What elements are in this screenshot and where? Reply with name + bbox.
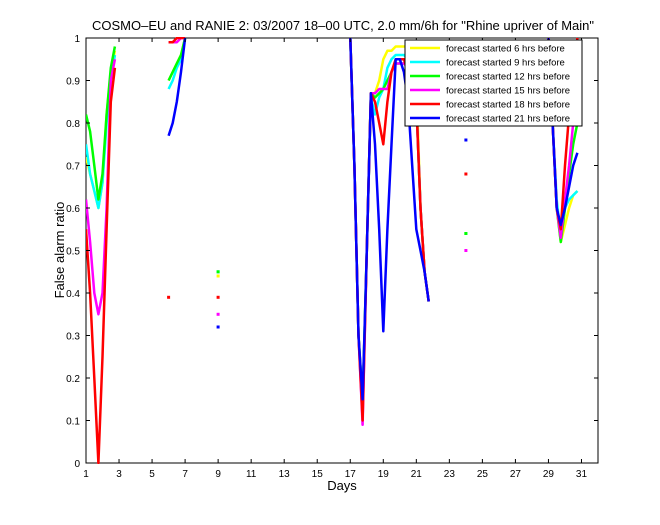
x-tick-label: 15 (312, 469, 324, 480)
series-line (167, 37, 187, 82)
x-tick-label: 17 (345, 469, 357, 480)
series-line (349, 37, 430, 401)
series-point (216, 295, 220, 299)
x-axis-label: Days (327, 478, 357, 493)
series-point (216, 270, 220, 274)
y-tick-label: 0.5 (66, 247, 80, 258)
series-point (464, 249, 468, 252)
x-tick-label: 27 (510, 469, 522, 480)
legend-label: forecast started 15 hrs before (446, 86, 570, 97)
series-point (216, 274, 220, 278)
legend: forecast started 6 hrs before forecast st… (404, 39, 583, 127)
legend-box (404, 39, 583, 127)
series-point (464, 172, 468, 176)
x-tick-label: 9 (215, 469, 221, 480)
y-tick-label: 0.9 (66, 77, 80, 88)
series-line (86, 67, 117, 464)
y-tick-label: 1 (74, 34, 80, 45)
y-axis: 0 0.1 0.2 0.3 0.4 0.5 0.6 0.7 0.8 0.9 1 (66, 34, 598, 470)
series-point (216, 325, 220, 329)
series-point (464, 138, 468, 142)
y-tick-label: 0.7 (66, 162, 80, 173)
series-point (464, 232, 468, 235)
x-tick-label: 11 (246, 469, 257, 480)
legend-label: forecast started 18 hrs before (446, 100, 570, 111)
x-tick-label: 25 (477, 469, 489, 480)
series-line (547, 37, 579, 227)
x-tick-label: 31 (576, 469, 588, 480)
y-tick-label: 0.2 (66, 374, 80, 385)
x-tick-label: 23 (444, 469, 456, 480)
y-tick-label: 0.6 (66, 204, 80, 215)
legend-label: forecast started 9 hrs before (446, 58, 565, 69)
legend-label: forecast started 6 hrs before (446, 44, 565, 55)
y-tick-label: 0 (74, 459, 80, 470)
x-tick-label: 5 (149, 469, 155, 480)
chart-title: COSMO–EU and RANIE 2: 03/2007 18–00 UTC,… (92, 18, 594, 33)
x-tick-label: 19 (378, 469, 390, 480)
legend-label: forecast started 12 hrs before (446, 72, 570, 83)
y-tick-label: 0.3 (66, 332, 80, 343)
x-axis: 1 3 5 7 9 11 13 15 17 19 21 23 25 27 29 31 (83, 38, 587, 480)
y-axis-label: False alarm ratio (52, 202, 67, 299)
x-tick-label: 7 (182, 469, 188, 480)
y-tick-label: 0.8 (66, 119, 80, 130)
series-line (86, 46, 117, 201)
x-tick-label: 13 (279, 469, 291, 480)
x-tick-label: 3 (116, 469, 122, 480)
x-tick-label: 29 (543, 469, 555, 480)
y-tick-label: 0.1 (66, 417, 80, 428)
x-tick-label: 21 (411, 469, 423, 480)
legend-label: forecast started 21 hrs before (446, 114, 570, 125)
series-point (216, 312, 220, 316)
x-tick-label: 1 (83, 469, 89, 480)
series-point (167, 295, 171, 299)
y-tick-label: 0.4 (66, 289, 80, 300)
series-line (168, 37, 186, 44)
series-6 (167, 37, 579, 401)
series-line (167, 37, 187, 137)
